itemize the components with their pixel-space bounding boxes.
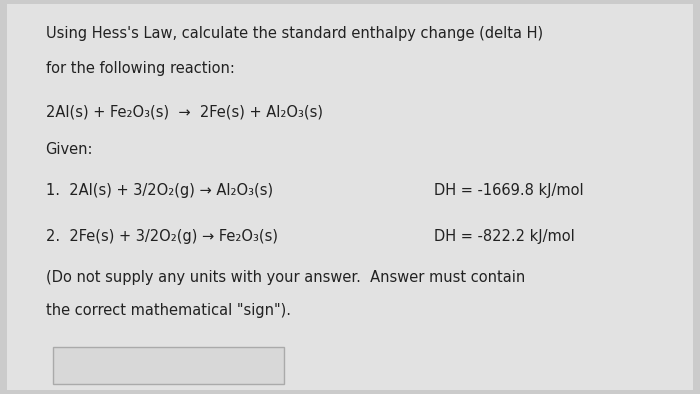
Text: Using Hess's Law, calculate the standard enthalpy change (delta H): Using Hess's Law, calculate the standard… bbox=[46, 26, 542, 41]
Text: 2.  2Fe(s) + 3/2O₂(g) → Fe₂O₃(s): 2. 2Fe(s) + 3/2O₂(g) → Fe₂O₃(s) bbox=[46, 229, 277, 243]
Text: (Do not supply any units with your answer.  Answer must contain: (Do not supply any units with your answe… bbox=[46, 270, 525, 285]
Text: DH = -1669.8 kJ/mol: DH = -1669.8 kJ/mol bbox=[434, 183, 584, 198]
Text: the correct mathematical "sign").: the correct mathematical "sign"). bbox=[46, 303, 290, 318]
Text: 2Al(s) + Fe₂O₃(s)  →  2Fe(s) + Al₂O₃(s): 2Al(s) + Fe₂O₃(s) → 2Fe(s) + Al₂O₃(s) bbox=[46, 104, 323, 119]
FancyBboxPatch shape bbox=[52, 347, 284, 384]
Text: Given:: Given: bbox=[46, 142, 93, 157]
Text: DH = -822.2 kJ/mol: DH = -822.2 kJ/mol bbox=[434, 229, 575, 243]
FancyBboxPatch shape bbox=[7, 4, 693, 390]
Text: for the following reaction:: for the following reaction: bbox=[46, 61, 234, 76]
Text: 1.  2Al(s) + 3/2O₂(g) → Al₂O₃(s): 1. 2Al(s) + 3/2O₂(g) → Al₂O₃(s) bbox=[46, 183, 272, 198]
